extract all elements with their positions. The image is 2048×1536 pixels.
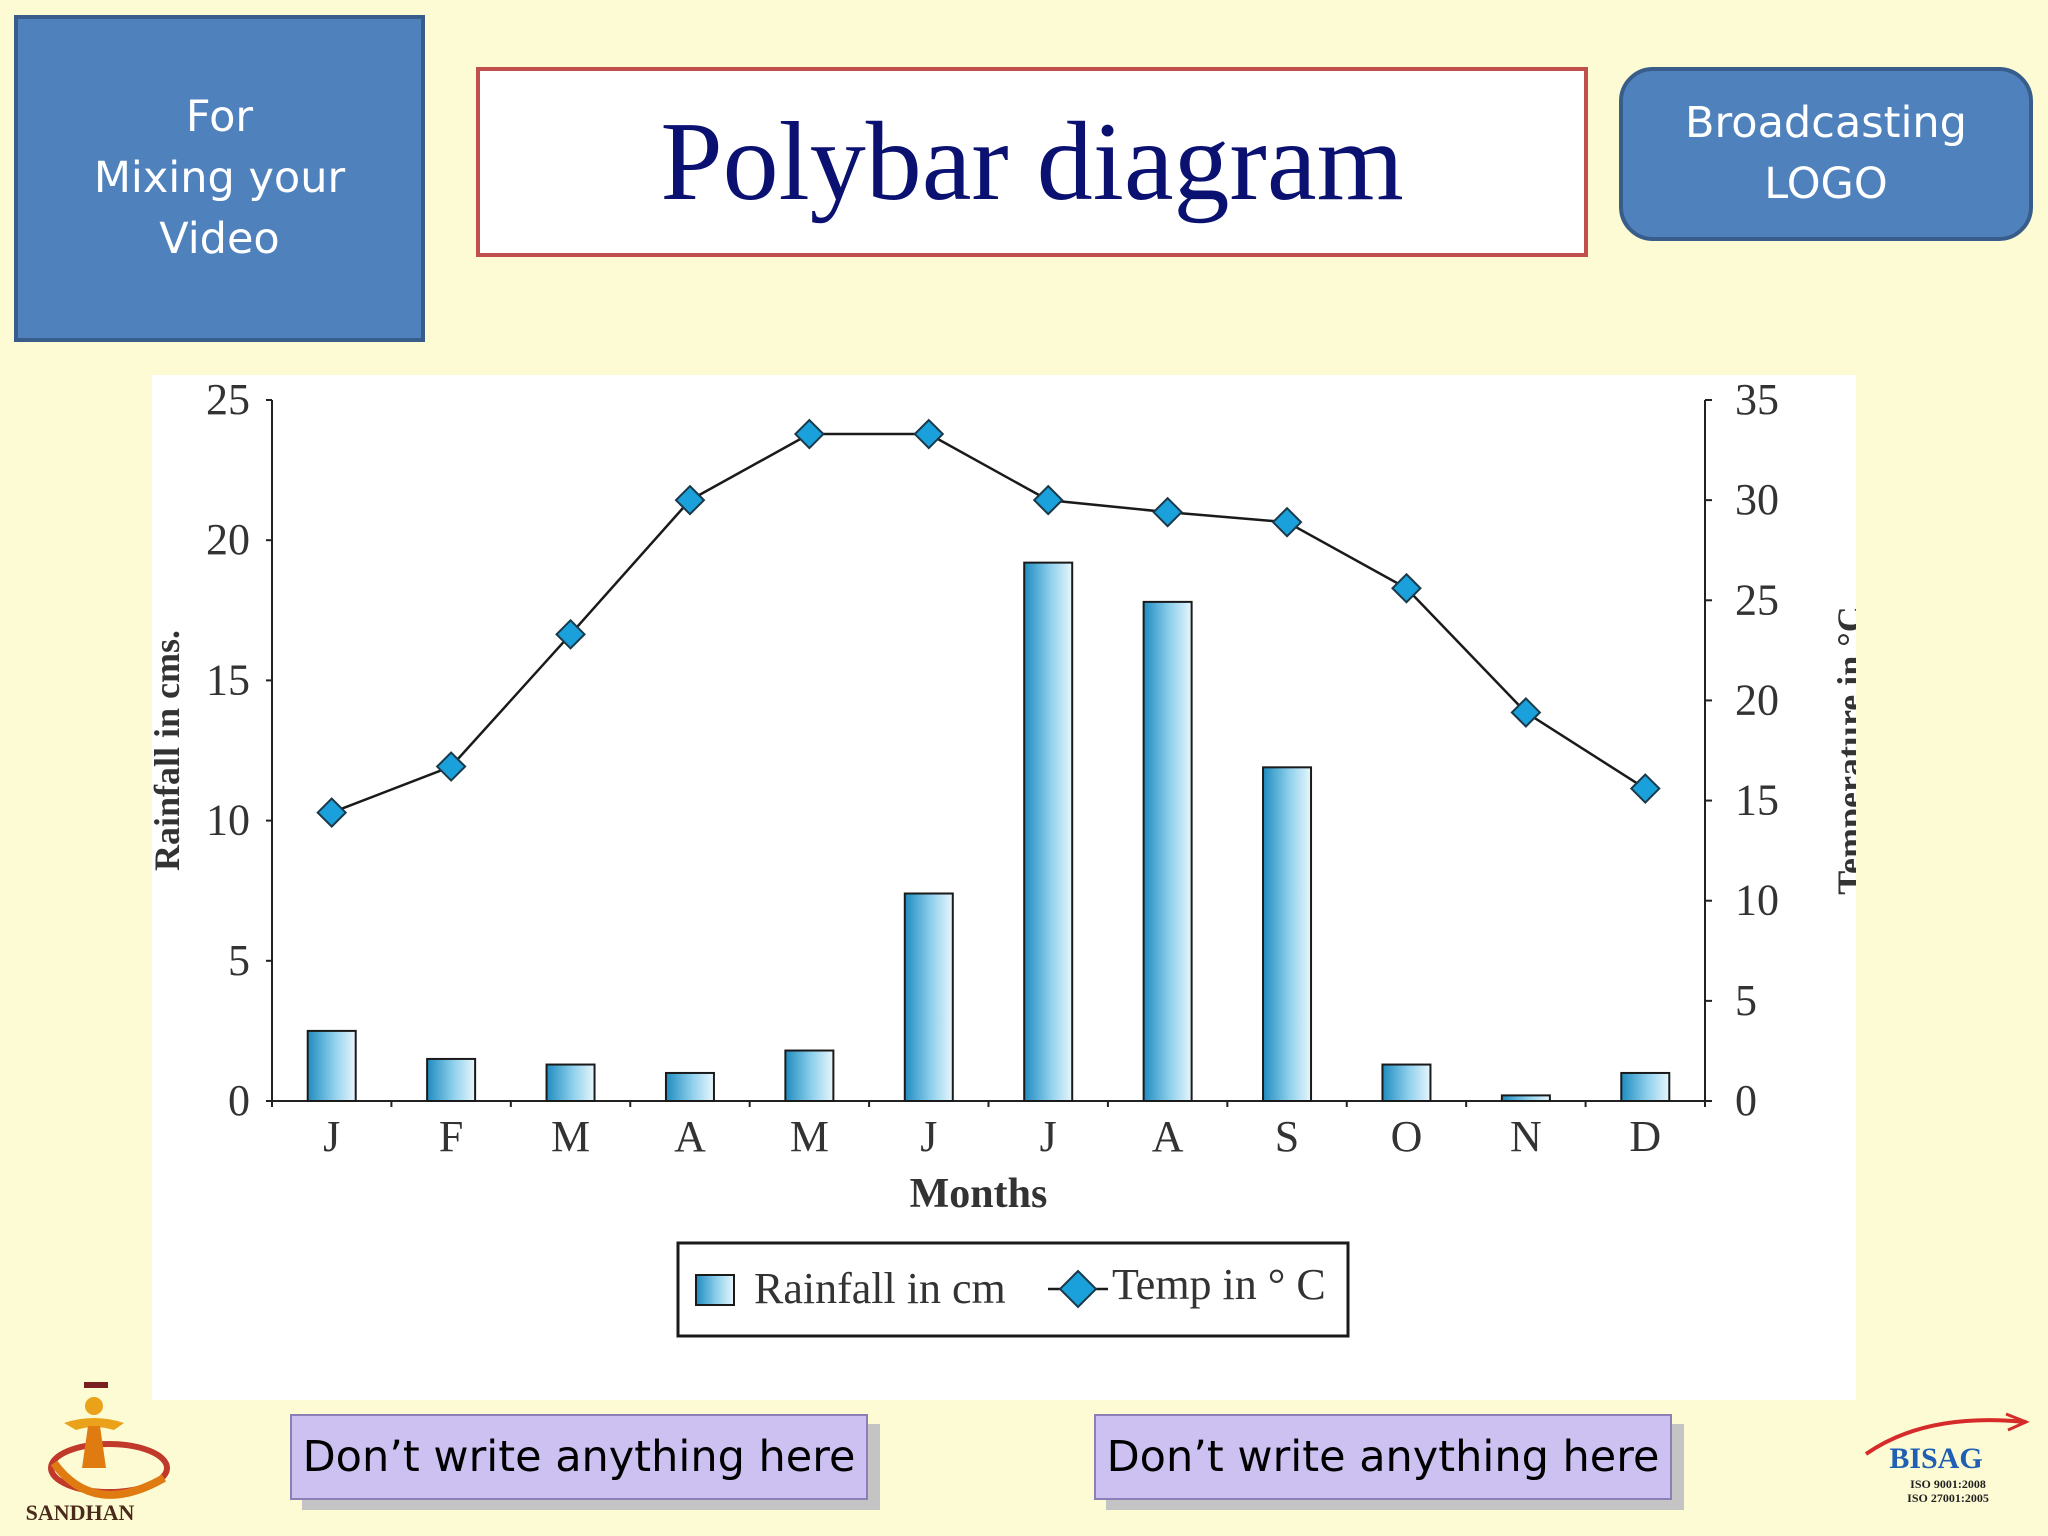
right-tick-label: 5 bbox=[1735, 976, 1757, 1025]
temperature-marker bbox=[674, 484, 706, 516]
note-box-right: Don’t write anything here bbox=[1094, 1414, 1672, 1500]
x-tick-label: F bbox=[439, 1112, 463, 1161]
rainfall-bar bbox=[1620, 1071, 1671, 1103]
note-text-right: Don’t write anything here bbox=[1106, 1432, 1660, 1482]
y-axis-title: Rainfall in cms. bbox=[152, 630, 187, 871]
temperature-marker bbox=[1510, 697, 1542, 728]
legend-line-label: Temp in ° C bbox=[1112, 1260, 1326, 1309]
temperature-marker bbox=[555, 618, 586, 650]
logo-panel-line-2: LOGO bbox=[1764, 159, 1888, 209]
rainfall-bar bbox=[1262, 766, 1313, 1102]
right-tick-label: 25 bbox=[1735, 575, 1779, 624]
left-tick-label: 0 bbox=[228, 1076, 250, 1125]
x-tick-label: O bbox=[1391, 1112, 1423, 1161]
temperature-marker bbox=[1152, 496, 1184, 528]
rainfall-bar bbox=[1142, 600, 1193, 1102]
rainfall-bar bbox=[1023, 561, 1074, 1102]
rainfall-bar bbox=[784, 1049, 835, 1103]
rainfall-bar bbox=[1500, 1094, 1551, 1103]
rainfall-bar bbox=[306, 1029, 357, 1103]
temperature-marker bbox=[316, 797, 348, 829]
left-tick-label: 5 bbox=[228, 936, 250, 985]
bisag-iso-line-1: ISO 9001:2008 bbox=[1910, 1477, 1986, 1491]
note-box-left: Don’t write anything here bbox=[290, 1414, 868, 1500]
temperature-marker bbox=[913, 418, 945, 450]
page-title: Polybar diagram bbox=[660, 100, 1404, 224]
left-tick-label: 15 bbox=[206, 655, 250, 704]
logo-panel-line-1: Broadcasting bbox=[1685, 98, 1967, 148]
temperature-marker bbox=[435, 751, 467, 782]
rainfall-bar bbox=[426, 1057, 477, 1103]
video-panel-line-2: Mixing your bbox=[93, 153, 346, 203]
x-tick-label: A bbox=[674, 1112, 706, 1161]
x-tick-label: N bbox=[1510, 1112, 1542, 1161]
temperature-marker bbox=[1629, 773, 1661, 804]
video-panel-line-3: Video bbox=[159, 214, 280, 264]
right-tick-label: 0 bbox=[1735, 1076, 1757, 1125]
bisag-logo-text: BISAG bbox=[1889, 1442, 1982, 1475]
right-tick-label: 35 bbox=[1735, 375, 1779, 424]
bisag-logo: BISAG ISO 9001:2008 ISO 27001:2005 bbox=[1864, 1412, 2030, 1505]
x-tick-label: S bbox=[1275, 1112, 1299, 1161]
temperature-marker bbox=[1391, 572, 1422, 604]
right-tick-label: 10 bbox=[1735, 876, 1779, 925]
sandhan-logo: SANDHAN bbox=[26, 1382, 170, 1525]
note-text-left: Don’t write anything here bbox=[302, 1432, 856, 1482]
x-tick-label: M bbox=[551, 1112, 590, 1161]
x-tick-label: J bbox=[1040, 1112, 1057, 1161]
x-tick-label: J bbox=[323, 1112, 340, 1161]
legend-bar-swatch bbox=[695, 1274, 735, 1306]
polybar-chart: 0 5 10 15 20 25 0 5 10 15 20 25 30 35 J F M A M J J A S O N D Mont… bbox=[147, 375, 1870, 1338]
left-tick-label: 25 bbox=[206, 375, 250, 424]
legend-marker-swatch bbox=[1058, 1269, 1098, 1309]
legend-box bbox=[676, 1241, 1350, 1338]
left-tick-label: 10 bbox=[206, 796, 250, 845]
video-mixing-panel: For Mixing your Video bbox=[14, 15, 425, 342]
video-panel-line-1: For bbox=[185, 92, 254, 142]
rainfall-bar bbox=[903, 892, 954, 1103]
x-tick-label: J bbox=[920, 1112, 937, 1161]
rainfall-bar bbox=[1381, 1063, 1432, 1102]
title-box: Polybar diagram bbox=[476, 67, 1588, 257]
right-tick-label: 15 bbox=[1735, 776, 1779, 825]
temperature-marker bbox=[793, 418, 825, 450]
rainfall-bar bbox=[664, 1071, 715, 1103]
x-axis-title: Months bbox=[910, 1171, 1048, 1217]
temperature-marker bbox=[1271, 506, 1303, 538]
bisag-iso-line-2: ISO 27001:2005 bbox=[1907, 1491, 1989, 1505]
right-tick-label: 30 bbox=[1735, 475, 1779, 524]
broadcasting-logo-panel: Broadcasting LOGO bbox=[1619, 67, 2033, 241]
y2-axis-title: Temperature in °C bbox=[1830, 606, 1856, 894]
temperature-marker bbox=[1032, 484, 1064, 516]
x-tick-label: D bbox=[1629, 1112, 1661, 1161]
rainfall-bar bbox=[545, 1063, 596, 1102]
x-tick-label: M bbox=[790, 1112, 829, 1161]
right-tick-label: 20 bbox=[1735, 675, 1779, 724]
x-tick-label: A bbox=[1152, 1112, 1184, 1161]
chart-panel: 0 5 10 15 20 25 0 5 10 15 20 25 30 35 J F M A M J J A S O N D Mont… bbox=[147, 375, 1870, 1400]
sandhan-logo-text: SANDHAN bbox=[26, 1500, 135, 1525]
left-tick-label: 20 bbox=[206, 515, 250, 564]
legend-bar-label: Rainfall in cm bbox=[754, 1264, 1006, 1313]
temperature-line bbox=[331, 432, 1646, 814]
